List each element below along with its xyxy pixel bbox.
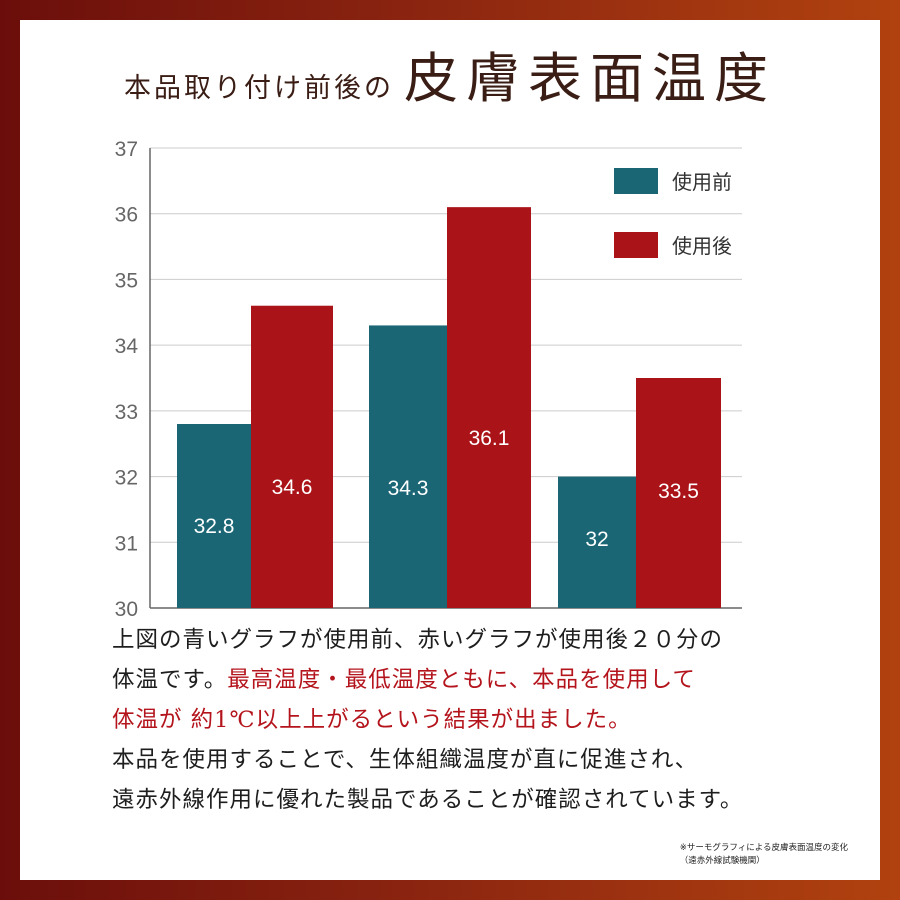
y-tick-label: 37	[115, 138, 138, 161]
bar	[636, 378, 721, 608]
y-tick-label: 36	[115, 204, 138, 227]
bar	[558, 476, 636, 608]
legend-swatch	[614, 168, 658, 194]
legend-swatch	[614, 232, 658, 258]
description-line-1: 上図の青いグラフが使用前、赤いグラフが使用後２０分の	[112, 627, 724, 653]
data-label: 32.8	[194, 515, 235, 538]
description-line-2-highlight: 最高温度・最低温度ともに、本品を使用して	[227, 667, 696, 693]
bar	[251, 305, 333, 608]
data-label: 33.5	[658, 480, 699, 503]
y-tick-label: 31	[115, 532, 138, 555]
description-line-2-normal: 体温です。	[112, 667, 228, 693]
description-text: 上図の青いグラフが使用前、赤いグラフが使用後２０分の 体温です。最高温度・最低温…	[112, 620, 872, 820]
data-label: 34.6	[272, 476, 313, 499]
y-tick-label: 34	[115, 335, 139, 358]
bar	[177, 424, 251, 608]
page-title: 本品取り付け前後の 皮膚表面温度	[20, 34, 880, 124]
footnote-line-2: （遠赤外線試験機関）	[679, 856, 765, 866]
bar	[369, 325, 447, 608]
description-line-3-highlight: 体温が 約1℃以上上がるという結果が出ました。	[112, 707, 632, 733]
legend-label: 使用前	[672, 170, 732, 194]
y-tick-label: 32	[115, 467, 138, 490]
description-line-5: 遠赤外線作用に優れた製品であることが確認されています。	[112, 787, 744, 813]
bar	[447, 207, 531, 608]
description-line-2: 体温です。最高温度・最低温度ともに、本品を使用して	[112, 660, 872, 700]
title-prefix: 本品取り付け前後の	[124, 73, 394, 104]
data-label: 32	[585, 528, 608, 551]
description-line-4: 本品を使用することで、生体組織温度が直に促進され、	[112, 747, 699, 773]
title-main: 皮膚表面温度	[404, 47, 776, 110]
legend-label: 使用後	[672, 234, 732, 258]
y-tick-label: 33	[115, 401, 138, 424]
bar-chart: 30 31 32 33 34 35 36 37 32.8 34.3 32 34.6 36.1 33.5 使用…	[115, 138, 742, 620]
footnote-line-1: ※サーモグラフィによる皮膚表面温度の変化	[679, 843, 848, 853]
y-tick-label: 35	[115, 269, 138, 292]
data-label: 36.1	[469, 427, 510, 450]
footnote: ※サーモグラフィによる皮膚表面温度の変化 （遠赤外線試験機関）	[680, 842, 848, 868]
data-label: 34.3	[388, 477, 429, 500]
y-tick-label: 30	[115, 598, 138, 620]
